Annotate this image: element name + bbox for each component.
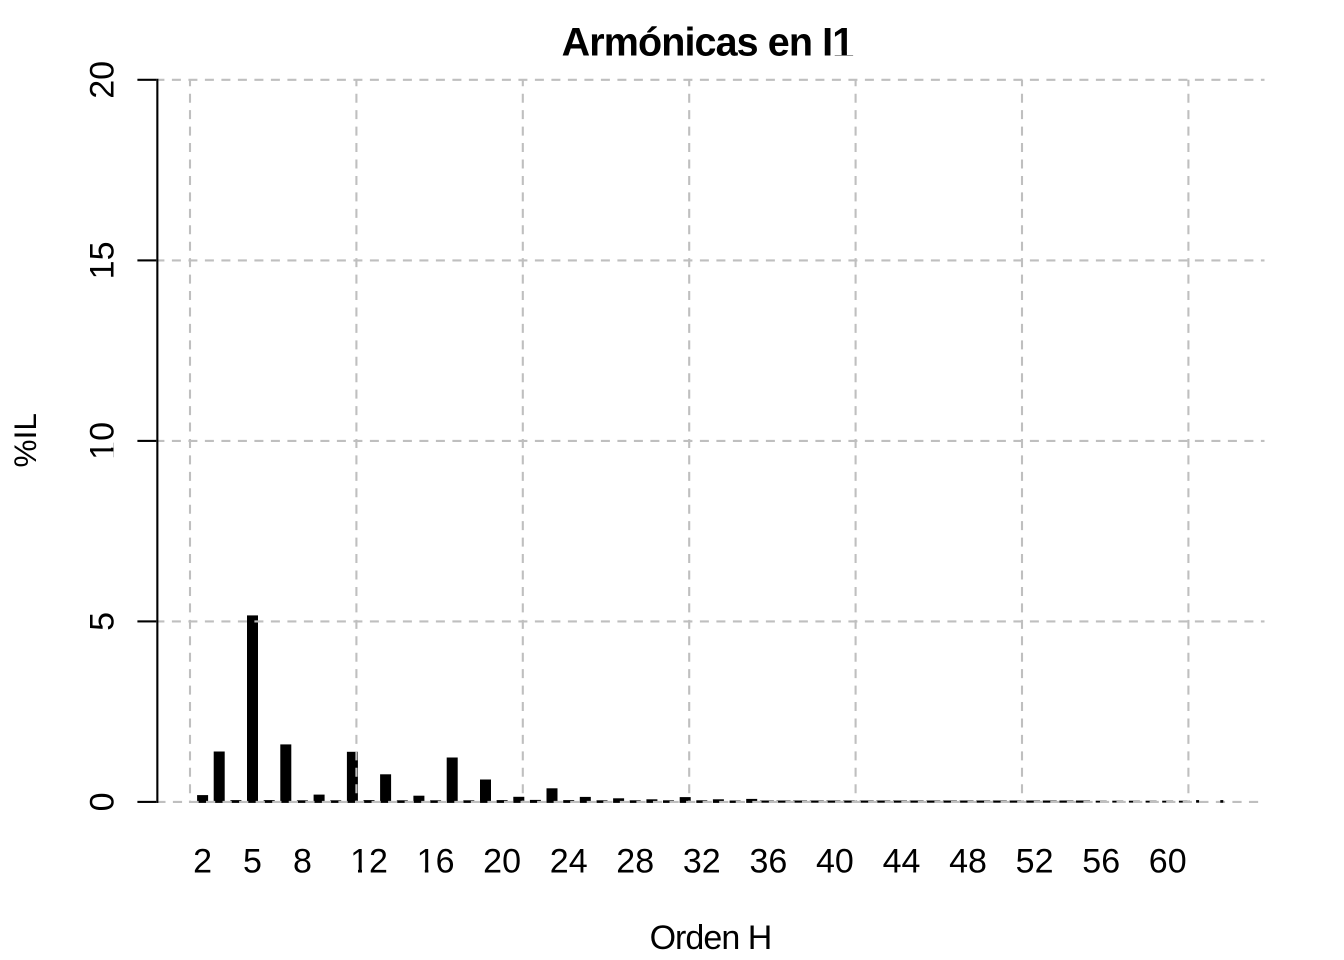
svg-text:60: 60 — [1149, 843, 1187, 881]
svg-text:40: 40 — [816, 843, 854, 881]
svg-text:8: 8 — [293, 843, 312, 881]
svg-text:20: 20 — [483, 843, 521, 881]
svg-text:56: 56 — [1082, 843, 1120, 881]
svg-text:20: 20 — [84, 61, 122, 99]
svg-text:52: 52 — [1016, 843, 1054, 881]
svg-text:15: 15 — [84, 241, 122, 279]
svg-text:Armónicas en I1: Armónicas en I1 — [562, 20, 854, 64]
svg-text:48: 48 — [949, 843, 987, 881]
svg-text:16: 16 — [417, 843, 455, 881]
svg-text:5: 5 — [243, 843, 262, 881]
svg-text:Orden H: Orden H — [650, 919, 772, 957]
svg-text:32: 32 — [683, 843, 721, 881]
svg-text:12: 12 — [350, 843, 388, 881]
svg-text:%IL: %IL — [7, 413, 43, 467]
svg-text:10: 10 — [84, 422, 122, 460]
svg-text:44: 44 — [883, 843, 921, 881]
svg-text:0: 0 — [84, 792, 122, 811]
svg-text:2: 2 — [193, 843, 212, 881]
svg-text:24: 24 — [550, 843, 588, 881]
svg-text:36: 36 — [749, 843, 787, 881]
svg-text:5: 5 — [84, 612, 122, 631]
svg-text:28: 28 — [616, 843, 654, 881]
